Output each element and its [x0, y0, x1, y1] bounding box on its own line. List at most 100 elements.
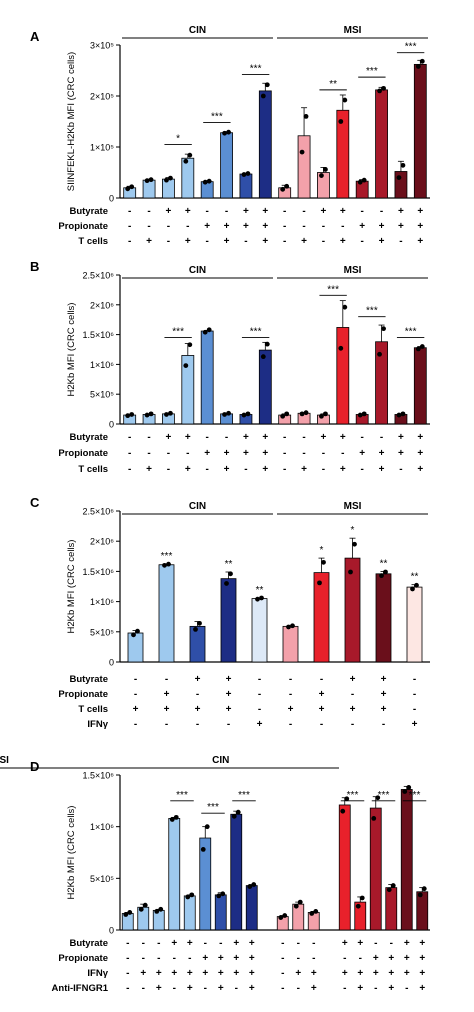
bar [199, 837, 212, 931]
panel-letter: B [30, 259, 39, 274]
data-point [410, 586, 415, 592]
data-point [245, 411, 251, 417]
condition-mark: + [249, 953, 255, 964]
bar [200, 181, 214, 199]
condition-mark: + [417, 236, 423, 247]
condition-mark: + [224, 448, 230, 459]
y-tick-label: 0 [109, 194, 114, 204]
condition-mark: + [262, 221, 268, 232]
condition-mark: - [126, 983, 129, 994]
condition-mark: - [297, 938, 300, 949]
condition-mark: + [140, 968, 146, 979]
group-label: CIN [189, 25, 206, 36]
significance-label: ** [329, 79, 337, 90]
condition-mark: + [262, 236, 268, 247]
condition-label: T cells [78, 236, 108, 247]
condition-mark: + [185, 432, 191, 443]
data-point [309, 911, 315, 916]
condition-mark: - [235, 983, 238, 994]
significance-label: *** [405, 327, 417, 338]
condition-mark: - [289, 719, 292, 730]
condition-label: T cells [78, 704, 108, 715]
bar [355, 180, 369, 199]
condition-label: Butyrate [69, 674, 108, 685]
y-tick-label: 1×10⁶ [90, 360, 114, 370]
bar [282, 625, 299, 663]
condition-mark: + [340, 236, 346, 247]
data-point [419, 58, 425, 64]
condition-mark: + [243, 221, 249, 232]
y-axis-label: H2Kb MFI (CRC cells) [66, 303, 77, 397]
y-tick-label: 5×10⁵ [90, 874, 114, 884]
data-point [135, 628, 140, 634]
data-point [142, 902, 148, 908]
significance-label: *** [366, 66, 378, 77]
condition-mark: + [171, 938, 177, 949]
bar [413, 347, 427, 425]
data-point [286, 624, 291, 630]
condition-mark: - [147, 221, 150, 232]
condition-mark: - [134, 689, 137, 700]
significance-label: *** [207, 802, 219, 813]
bar [385, 887, 398, 931]
condition-mark: - [244, 464, 247, 475]
condition-mark: - [322, 464, 325, 475]
data-point [204, 824, 210, 830]
condition-mark: - [128, 206, 131, 217]
condition-mark: + [357, 938, 363, 949]
condition-mark: + [185, 206, 191, 217]
bar [344, 557, 361, 663]
data-point [323, 167, 328, 172]
condition-mark: + [243, 448, 249, 459]
condition-mark: - [312, 953, 315, 964]
condition-mark: + [417, 206, 423, 217]
bar [297, 135, 311, 199]
data-point [202, 179, 208, 185]
condition-mark: - [126, 953, 129, 964]
condition-mark: - [361, 206, 364, 217]
data-point [206, 327, 212, 333]
data-point [154, 909, 160, 914]
condition-mark: + [202, 968, 208, 979]
data-point [284, 183, 290, 189]
y-tick-label: 2×10⁶ [90, 537, 114, 547]
condition-mark: - [283, 206, 286, 217]
data-point [419, 344, 425, 349]
condition-mark: - [361, 432, 364, 443]
data-point [127, 910, 133, 915]
significance-label: * [320, 545, 324, 556]
condition-mark: + [340, 432, 346, 443]
group-label: CIN [189, 265, 206, 276]
data-point [264, 82, 270, 88]
group-label: MSI [344, 25, 362, 36]
y-tick-label: 0 [109, 658, 114, 668]
condition-mark: + [319, 689, 325, 700]
condition-mark: + [187, 968, 193, 979]
condition-mark: + [381, 689, 387, 700]
y-tick-label: 1.5×10⁶ [83, 771, 115, 781]
condition-mark: + [166, 432, 172, 443]
condition-mark: + [262, 432, 268, 443]
significance-label: *** [347, 790, 359, 801]
condition-mark: - [206, 464, 209, 475]
condition-mark: + [195, 704, 201, 715]
group-label: MSI [344, 265, 362, 276]
condition-mark: - [322, 448, 325, 459]
bar [375, 89, 388, 199]
bar [338, 804, 351, 931]
data-point [255, 596, 260, 602]
bar [307, 912, 320, 931]
condition-mark: + [398, 206, 404, 217]
condition-mark: + [417, 221, 423, 232]
y-axis-label: SIINFEKL-H2Kb MFI (CRC cells) [66, 52, 77, 191]
condition-mark: - [128, 236, 131, 247]
data-point [352, 541, 357, 547]
condition-mark: - [165, 719, 168, 730]
bar [336, 327, 350, 425]
panel-letter: C [30, 495, 40, 510]
bar [230, 813, 243, 931]
y-tick-label: 1×10⁶ [90, 597, 114, 607]
data-point [235, 809, 241, 815]
y-tick-label: 5×10⁵ [90, 390, 114, 400]
data-point [222, 412, 227, 417]
